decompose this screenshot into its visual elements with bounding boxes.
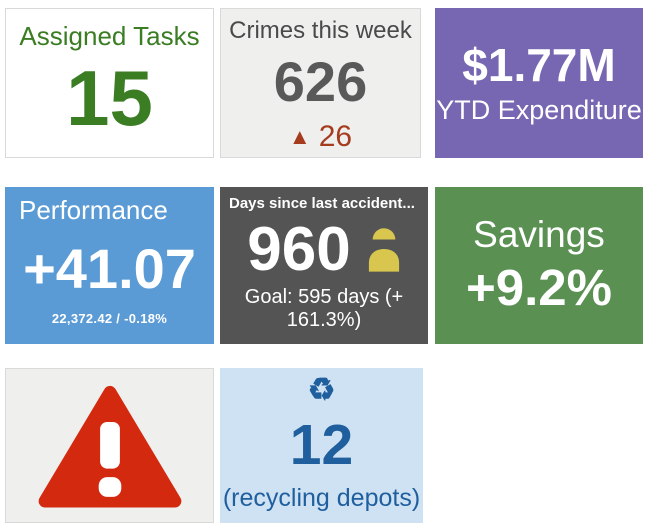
- crimes-title: Crimes this week: [229, 17, 412, 44]
- tile-ytd-expenditure: $1.77M YTD Expenditure: [435, 8, 643, 158]
- performance-detail: 22,372.42 / -0.18%: [51, 311, 168, 326]
- crimes-delta: ▲ 26: [221, 120, 420, 154]
- savings-value: +9.2%: [465, 259, 613, 316]
- accident-title: Days since last accident...: [229, 195, 415, 212]
- assigned-tasks-title: Assigned Tasks: [19, 21, 200, 51]
- person-icon: [367, 226, 401, 272]
- recycle-icon: ♻: [307, 372, 336, 407]
- tile-recycling-depots: ♻ 12 (recycling depots): [220, 368, 423, 523]
- crimes-delta-value: 26: [318, 120, 353, 153]
- expenditure-value: $1.77M: [462, 39, 616, 92]
- savings-title: Savings: [473, 214, 605, 255]
- up-triangle-icon: ▲: [288, 124, 311, 149]
- performance-title: Performance: [19, 195, 168, 225]
- tile-warning: [5, 368, 214, 523]
- accident-goal: Goal: 595 days (+ 161.3%): [244, 286, 404, 331]
- performance-value: +41.07: [23, 237, 196, 300]
- tile-assigned-tasks: Assigned Tasks 15: [5, 8, 214, 158]
- crimes-value: 626: [273, 50, 368, 113]
- warning-triangle-icon: [35, 381, 185, 511]
- assigned-tasks-value: 15: [66, 54, 153, 142]
- tile-performance: Performance +41.07 22,372.42 / -0.18%: [5, 187, 214, 344]
- recycling-value: 12: [289, 412, 354, 477]
- accident-value: 960: [247, 214, 351, 284]
- tile-crimes-this-week: Crimes this week 626 ▲ 26: [220, 8, 421, 158]
- expenditure-label: YTD Expenditure: [436, 94, 642, 125]
- tile-days-since-accident: Days since last accident... 960 Goal: 59…: [220, 187, 428, 344]
- accident-value-row: 960: [220, 212, 428, 286]
- tile-savings: Savings +9.2%: [435, 187, 643, 344]
- recycling-label: (recycling depots): [222, 484, 421, 512]
